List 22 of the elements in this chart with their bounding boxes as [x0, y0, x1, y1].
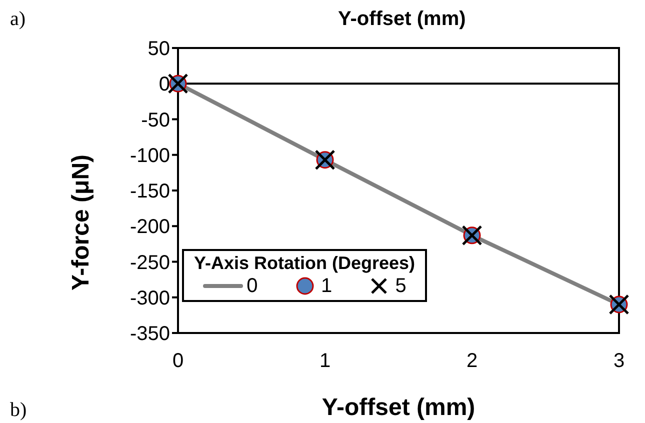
text: a) [10, 8, 26, 31]
y-tick-label: -100 [130, 144, 170, 167]
legend-title: Y-Axis Rotation (Degrees) [194, 253, 416, 274]
x-tick-label: 2 [466, 350, 478, 372]
y-axis-title: Y-force (μN) [68, 154, 95, 290]
y-tick-label: -250 [130, 252, 170, 274]
y-tick-label: 50 [148, 38, 170, 60]
y-tick-label: -150 [130, 180, 170, 203]
x-tick-label: 0 [172, 350, 184, 372]
x-axis-title: Y-offset (mm) [322, 394, 476, 421]
text: b) [10, 399, 27, 422]
legend-label: 5 [395, 274, 406, 298]
x-tick-label: 1 [319, 350, 331, 372]
text: Y-offset (mm) [338, 8, 466, 31]
x-tick-label: 3 [613, 350, 625, 372]
legend-label: 0 [246, 274, 258, 298]
y-tick-label: -200 [130, 216, 170, 238]
y-tick-label: -300 [130, 287, 170, 310]
y-tick-label: -350 [130, 323, 170, 346]
legend-label: 1 [320, 274, 332, 298]
y-tick-label: -50 [141, 109, 170, 132]
y-tick-label: 0 [158, 74, 170, 96]
